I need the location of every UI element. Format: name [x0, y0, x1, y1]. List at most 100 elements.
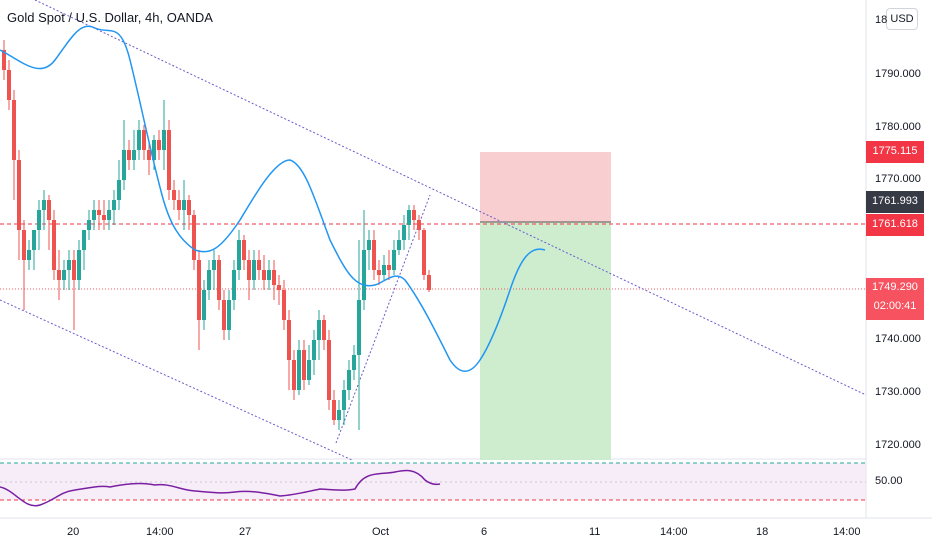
- crosshair-price-label: 1761.993: [872, 195, 918, 207]
- candle-body: [167, 130, 171, 190]
- current-price-tag: [866, 278, 924, 320]
- candle-body: [377, 270, 381, 275]
- time-tick: 14:00: [146, 526, 174, 538]
- candle-body: [337, 410, 341, 420]
- price-tick: 1780.000: [875, 121, 921, 133]
- candle-body: [42, 200, 46, 210]
- candle-body: [57, 270, 61, 280]
- target-price-label: 1775.115: [872, 145, 918, 157]
- candlestick-series: [2, 40, 431, 430]
- price-tick: 1720.000: [875, 439, 921, 451]
- candle-body: [222, 300, 226, 330]
- target-price-tag: [866, 141, 924, 163]
- candle-body: [347, 370, 351, 390]
- candle-body: [187, 200, 191, 215]
- candle-body: [137, 130, 141, 150]
- price-tick: 1730.000: [875, 386, 921, 398]
- candle-body: [292, 360, 296, 390]
- candle-body: [257, 260, 261, 270]
- bar-countdown-label: 02:00:41: [873, 300, 917, 312]
- candle-body: [297, 350, 301, 390]
- currency-button[interactable]: USD: [886, 8, 918, 30]
- candle-body: [242, 240, 246, 260]
- candle-body: [117, 180, 121, 200]
- candle-body: [332, 400, 336, 420]
- candle-body: [427, 275, 431, 290]
- candle-body: [382, 265, 386, 275]
- candle-body: [147, 150, 151, 160]
- current-price-label: 1749.290: [872, 281, 918, 293]
- candle-body: [177, 200, 181, 210]
- candle-body: [317, 320, 321, 340]
- candle-body: [212, 260, 216, 270]
- candle-body: [2, 50, 6, 70]
- candle-body: [247, 260, 251, 280]
- time-tick: 11: [589, 526, 601, 538]
- trend-line[interactable]: [335, 194, 431, 444]
- candle-body: [102, 215, 106, 220]
- candle-body: [12, 100, 16, 160]
- candle-body: [277, 285, 281, 290]
- candle-body: [7, 70, 11, 100]
- candle-body: [392, 250, 396, 270]
- candle-body: [322, 320, 326, 340]
- candle-body: [422, 230, 426, 275]
- candle-body: [27, 250, 31, 260]
- time-tick: Oct: [372, 526, 390, 538]
- channel-lower-line[interactable]: [0, 299, 353, 461]
- candle-body: [397, 240, 401, 250]
- time-tick: 27: [239, 526, 252, 538]
- stop-loss-zone[interactable]: [480, 152, 611, 222]
- candle-body: [77, 250, 81, 280]
- candle-body: [202, 290, 206, 320]
- candle-body: [17, 160, 21, 230]
- candle-body: [157, 140, 161, 150]
- candle-body: [82, 230, 86, 250]
- candle-body: [342, 390, 346, 410]
- candle-body: [47, 200, 51, 220]
- candle-body: [192, 215, 196, 260]
- candle-body: [97, 210, 101, 215]
- candle-body: [412, 210, 416, 220]
- time-tick: 18: [756, 526, 769, 538]
- candle-body: [402, 225, 406, 240]
- candle-body: [357, 300, 361, 355]
- moving-average-line: [0, 25, 546, 372]
- candle-body: [92, 210, 96, 220]
- candle-body: [352, 355, 356, 370]
- candle-body: [302, 350, 306, 380]
- candle-body: [287, 320, 291, 360]
- candle-body: [272, 270, 276, 285]
- candle-body: [87, 220, 91, 230]
- candle-body: [152, 140, 156, 160]
- candle-body: [312, 340, 316, 360]
- candle-body: [232, 270, 236, 300]
- candle-body: [72, 260, 76, 280]
- candle-body: [142, 130, 146, 150]
- candle-body: [112, 200, 116, 210]
- candle-body: [132, 150, 136, 160]
- time-tick: 14:00: [660, 526, 688, 538]
- price-tick: 1770.000: [875, 173, 921, 185]
- chart-title: Gold Spot / U.S. Dollar, 4h, OANDA: [7, 10, 213, 25]
- entry-price-label: 1761.618: [872, 218, 918, 230]
- price-tick: 1740.000: [875, 333, 921, 345]
- candle-body: [22, 230, 26, 260]
- candle-body: [387, 265, 391, 270]
- candle-body: [127, 150, 131, 160]
- candle-body: [282, 290, 286, 320]
- candle-body: [197, 260, 201, 320]
- candle-body: [237, 240, 241, 270]
- candle-body: [367, 240, 371, 250]
- candle-body: [262, 270, 266, 280]
- candle-body: [32, 230, 36, 250]
- take-profit-zone[interactable]: [480, 222, 611, 460]
- candle-body: [62, 270, 66, 280]
- candle-body: [207, 270, 211, 290]
- crosshair-price-tag: [866, 191, 924, 213]
- candle-body: [107, 210, 111, 220]
- candle-body: [307, 360, 311, 380]
- channel-upper-line[interactable]: [34, 0, 867, 396]
- rsi-line: [0, 469, 441, 507]
